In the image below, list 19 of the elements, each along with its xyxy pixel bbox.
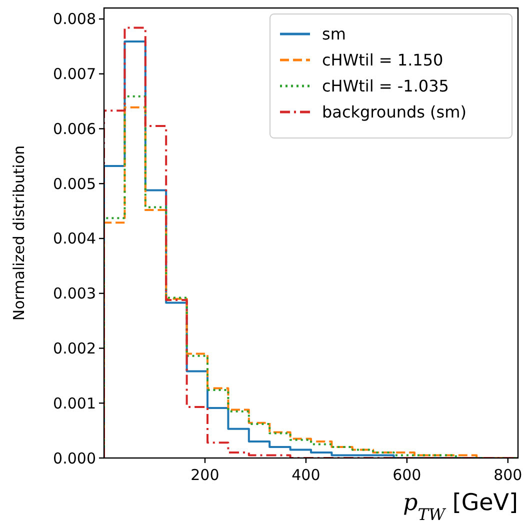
y-axis-title: Normalized distribution xyxy=(10,145,28,321)
y-tick-label: 0.006 xyxy=(53,120,96,138)
x-tick-label: 400 xyxy=(292,466,320,484)
x-axis-title: p$_{TW}$ [GeV] xyxy=(403,490,518,524)
y-tick-label: 0.008 xyxy=(53,10,96,28)
y-tick-label: 0.002 xyxy=(53,339,96,358)
y-tick-label: 0.005 xyxy=(53,174,96,193)
y-tick-label: 0.000 xyxy=(53,449,96,468)
y-tick-label: 0.003 xyxy=(53,284,96,303)
y-tick-label: 0.007 xyxy=(53,65,96,84)
y-tick-label: 0.004 xyxy=(53,230,96,248)
x-tick-label: 600 xyxy=(392,466,422,484)
legend-label: cHWtil = 1.150 xyxy=(322,50,444,70)
legend-label: sm xyxy=(322,24,346,44)
legend-label: cHWtil = -1.035 xyxy=(322,76,449,96)
y-tick-label: 0.001 xyxy=(53,394,96,412)
x-tick-label: 800 xyxy=(494,466,522,484)
x-tick-label: 200 xyxy=(190,466,220,484)
legend-label: backgrounds (sm) xyxy=(322,102,466,122)
